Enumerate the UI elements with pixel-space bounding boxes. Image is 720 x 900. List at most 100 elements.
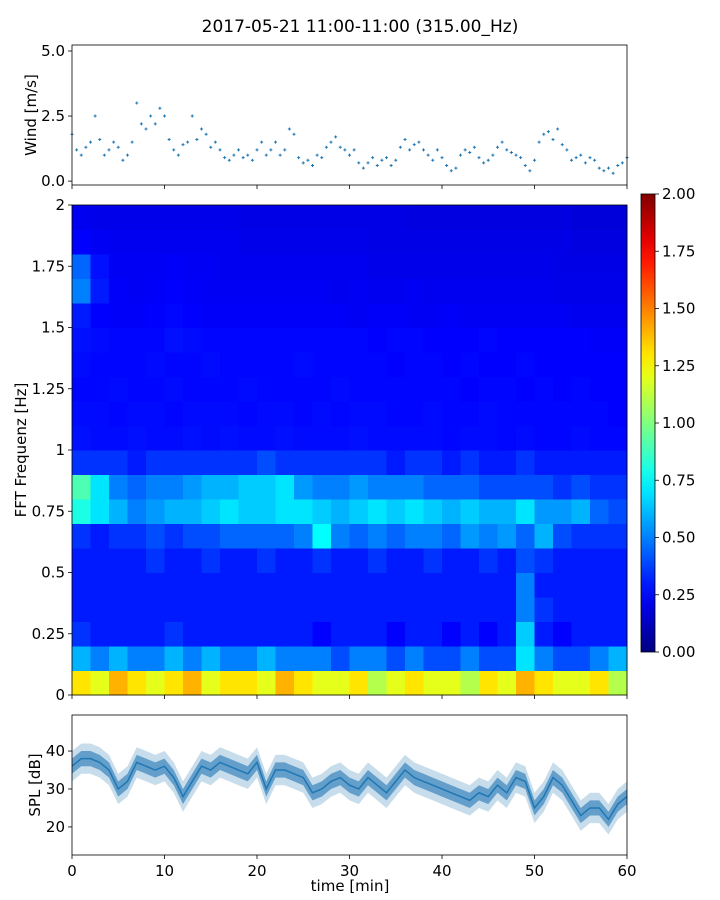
spectrogram-cell (405, 303, 424, 328)
spectrogram-cell (90, 278, 110, 304)
spectrogram-cell (72, 474, 91, 500)
spectrogram-cell (220, 254, 239, 279)
spectrogram-cell (201, 352, 221, 377)
spectrogram-cell (405, 646, 424, 671)
spectrogram-cell (257, 278, 276, 304)
spectrogram-cell (349, 548, 369, 573)
x-tick-label: 20 (247, 862, 266, 880)
spectrogram-cell (294, 425, 313, 451)
spectrogram-cell (479, 450, 498, 475)
spectrogram-cell (257, 621, 276, 647)
spectrogram-cell (479, 670, 498, 696)
spectrogram-cell (275, 450, 295, 475)
spectrogram-cell (479, 229, 498, 255)
spectrogram-cell (590, 303, 609, 328)
spectrogram-cell (146, 597, 165, 622)
spectrogram-cell (312, 450, 332, 475)
spectrogram-cell (90, 621, 110, 647)
spectrogram-cell (460, 572, 480, 598)
y-tick-label: 1.5 (41, 319, 65, 337)
wind-point (565, 148, 569, 152)
colorbar-tick-label: 0.25 (662, 586, 695, 604)
spectrogram-cell (442, 548, 461, 573)
spectrogram-cell (183, 229, 202, 255)
spectrogram-cell (146, 474, 165, 500)
spectrogram-cell (423, 254, 443, 279)
spectrogram-cell (368, 548, 387, 573)
spectrogram-cell (275, 621, 295, 647)
wind-point (246, 153, 250, 157)
spectrogram-cell (349, 670, 369, 696)
spectrogram-cell (516, 205, 535, 230)
spectrogram-cell (146, 499, 165, 524)
spectrogram-cell (312, 205, 332, 230)
spectrogram-cell (294, 499, 313, 524)
spectrogram-cell (257, 474, 276, 500)
spl-core-band (72, 751, 627, 827)
wind-point (232, 153, 236, 157)
spectrogram-cell (590, 376, 609, 402)
spectrogram-cell (257, 548, 276, 573)
spectrogram-cell (257, 205, 276, 230)
spectrogram-cell (220, 278, 239, 304)
spectrogram-cell (553, 499, 572, 524)
spectrogram-cell (590, 205, 609, 230)
spectrogram-cell (534, 499, 554, 524)
spectrogram-cell (423, 278, 443, 304)
spectrogram-cell (109, 523, 128, 549)
spectrogram-cell (109, 352, 128, 377)
spectrogram-cell (183, 523, 202, 549)
spectrogram-cell (127, 401, 147, 426)
wind-point (116, 145, 120, 149)
spectrogram-cell (146, 303, 165, 328)
spectrogram-cell (183, 670, 202, 696)
spectrogram-cell (127, 327, 147, 353)
spectrogram-cell (423, 597, 443, 622)
spl-panel: 0 10 20 30 40 50 60 20 30 40 SPL [dB] time [min] (26, 714, 637, 895)
spectrogram-cell (90, 327, 110, 353)
spectrogram-cell (275, 254, 295, 279)
spectrogram-cell (72, 572, 91, 598)
spectrogram-cell (608, 303, 628, 328)
spectrogram-cell (312, 425, 332, 451)
spectrogram-cell (294, 303, 313, 328)
colorbar-tick-label: 0.50 (662, 529, 695, 547)
spectrogram-cell (534, 450, 554, 475)
spectrogram-cell (257, 352, 276, 377)
spectrogram-cell (497, 327, 517, 353)
spectrogram-cell (442, 572, 461, 598)
colorbar-tick-label: 1.00 (662, 414, 695, 432)
wind-point (514, 153, 518, 157)
spectrogram-cell (90, 499, 110, 524)
spectrogram-cell (349, 327, 369, 353)
spectrogram-cell (349, 254, 369, 279)
spectrogram-cell (534, 205, 554, 230)
spectrogram-cell (497, 205, 517, 230)
spectrogram-cell (423, 376, 443, 402)
spectrogram-cell (109, 254, 128, 279)
spectrogram-cell (90, 450, 110, 475)
spectrogram-cell (590, 646, 609, 671)
spectrogram-cell (109, 670, 128, 696)
spectrogram-cell (294, 597, 313, 622)
spectrogram-cell (72, 254, 91, 279)
spectrogram-cell (220, 327, 239, 353)
spectrogram-cell (386, 450, 406, 475)
spectrogram-cell (571, 327, 591, 353)
spectrogram-cell (405, 327, 424, 353)
spectrogram-cell (164, 499, 184, 524)
spectrogram-cell (201, 523, 221, 549)
spectrogram-cell (183, 450, 202, 475)
wind-point (533, 158, 536, 162)
spectrogram-cell (90, 572, 110, 598)
wind-point (352, 148, 356, 152)
spectrogram-cell (479, 303, 498, 328)
spectrogram-cell (201, 278, 221, 304)
spectrogram-cell (238, 572, 258, 598)
spectrogram-cell (109, 376, 128, 402)
spectrogram-cell (368, 523, 387, 549)
spectrogram-cell (275, 670, 295, 696)
spectrogram-cell (405, 229, 424, 255)
wind-point (431, 158, 435, 162)
spectrogram-cell (257, 376, 276, 402)
